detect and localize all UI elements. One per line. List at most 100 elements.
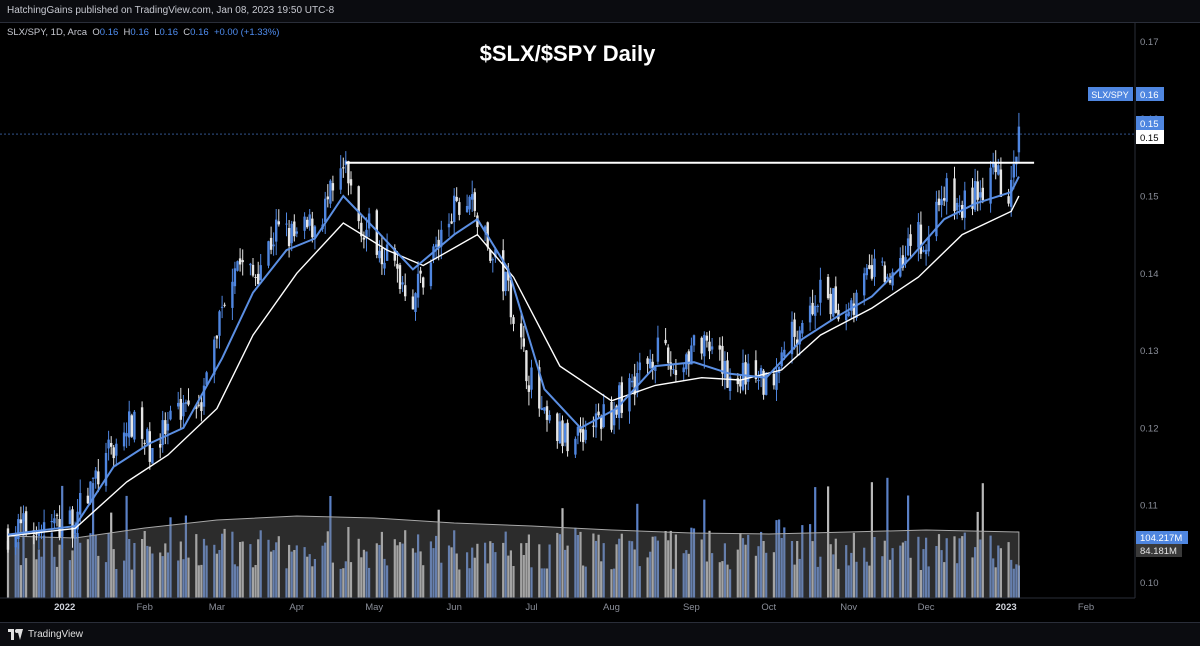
close-value: 0.16 (190, 27, 209, 38)
candle-body (104, 453, 108, 486)
volume-bar (558, 534, 561, 598)
volume-bar (721, 561, 724, 598)
volume-bar (349, 562, 353, 598)
candle-body (494, 249, 497, 258)
candle-body (79, 493, 82, 515)
volume-bar (631, 541, 634, 598)
chart-title: $SLX/$SPY Daily (479, 41, 656, 66)
candle-body (814, 305, 817, 316)
volume-bar (672, 568, 675, 598)
candle-body (963, 190, 966, 218)
candle-body (801, 323, 804, 334)
candle-body (35, 533, 38, 535)
volume-ma-tag-value: 84.181M (1140, 546, 1177, 557)
price-tag-symbol: SLX/SPY (1091, 90, 1129, 100)
candle-body (471, 194, 474, 200)
volume-bar (393, 539, 396, 598)
volume-ma-area (7, 515, 1020, 599)
time-tick-label: Oct (761, 602, 776, 613)
candle-body (476, 215, 479, 228)
candle-body (741, 362, 745, 390)
volume-bar (404, 530, 407, 598)
candle-body (491, 259, 494, 261)
volume-bar (682, 553, 685, 598)
candle-body (832, 288, 835, 317)
candle-body (888, 279, 892, 283)
candle-body (961, 205, 964, 218)
candle-body (618, 385, 621, 418)
candle-body (630, 380, 634, 383)
candle-body (543, 407, 546, 411)
volume-bar (765, 552, 768, 598)
volume-bar (195, 534, 198, 598)
volume-bar (989, 535, 992, 598)
volume-bar (288, 544, 291, 598)
time-axis[interactable]: 2022 Feb Mar Apr May Jun Jul Aug Sep Oct Nov Dec 202… (54, 602, 1094, 613)
volume-bar (401, 543, 404, 598)
candle-body (881, 261, 884, 263)
candle-body (380, 247, 384, 265)
time-tick-label: 2023 (996, 602, 1017, 613)
volume-bar (383, 558, 386, 598)
candle-body (396, 263, 399, 269)
volume-bar (489, 541, 492, 598)
published-by-text: HatchingGains published on TradingView.c… (7, 5, 335, 16)
volume-bar (796, 541, 799, 598)
candle-body (218, 311, 221, 336)
time-tick-label: Apr (289, 602, 304, 613)
candle-body (293, 221, 296, 237)
candle-body (927, 237, 930, 252)
candle-body (922, 249, 925, 252)
volume-bar (703, 499, 706, 598)
candle-body (362, 237, 366, 240)
candle-body (140, 407, 144, 439)
candle-body (385, 244, 389, 261)
volume-bar (597, 534, 600, 598)
candle-body (130, 415, 133, 437)
volume-bar (502, 542, 505, 598)
volume-bar (257, 539, 260, 598)
candle-body (783, 349, 786, 357)
volume-bar (236, 566, 239, 598)
candle-body (133, 411, 136, 440)
volume-bar (527, 534, 530, 598)
volume-bar (422, 565, 425, 598)
volume-bar (437, 509, 440, 598)
candle-body (254, 277, 257, 278)
volume-bar (891, 548, 894, 598)
volume-bar (331, 562, 334, 598)
volume-bar (961, 536, 964, 598)
candle-body (976, 181, 979, 200)
candle-body (816, 305, 819, 307)
volume-bar (473, 557, 476, 598)
tradingview-logo[interactable]: TradingView (8, 629, 83, 640)
candle-body (275, 219, 278, 242)
candle-body (703, 334, 706, 357)
candle-body (71, 509, 74, 538)
candle-body (545, 406, 549, 420)
volume-bar (179, 541, 182, 598)
candle-body (808, 305, 812, 323)
time-tick-label: Sep (683, 602, 700, 613)
volume-bar (25, 558, 28, 598)
chart-canvas[interactable]: 0.10 0.11 0.12 0.13 0.14 0.15 0.16 0.17 SLX/SPY… (0, 0, 1200, 622)
time-tick-label: Feb (1078, 602, 1094, 613)
candle-body (164, 420, 167, 434)
close-label: C (183, 27, 191, 38)
volume-bar (112, 549, 115, 598)
candle-body (290, 223, 293, 244)
volume-bar (747, 534, 750, 598)
candle-body (705, 335, 709, 341)
candle-body (901, 255, 905, 268)
candle-body (223, 304, 226, 306)
volume-bar (945, 538, 948, 598)
candle-body (973, 181, 977, 211)
price-tick-label: 0.15 (1140, 192, 1159, 203)
candle-body (115, 443, 118, 456)
candle-body (110, 443, 113, 447)
volume-bar (827, 486, 830, 598)
price-tick-label: 0.13 (1140, 346, 1159, 357)
candle-body (161, 420, 164, 445)
volume-bar (221, 533, 224, 598)
volume-tag-value: 104.217M (1140, 533, 1182, 544)
